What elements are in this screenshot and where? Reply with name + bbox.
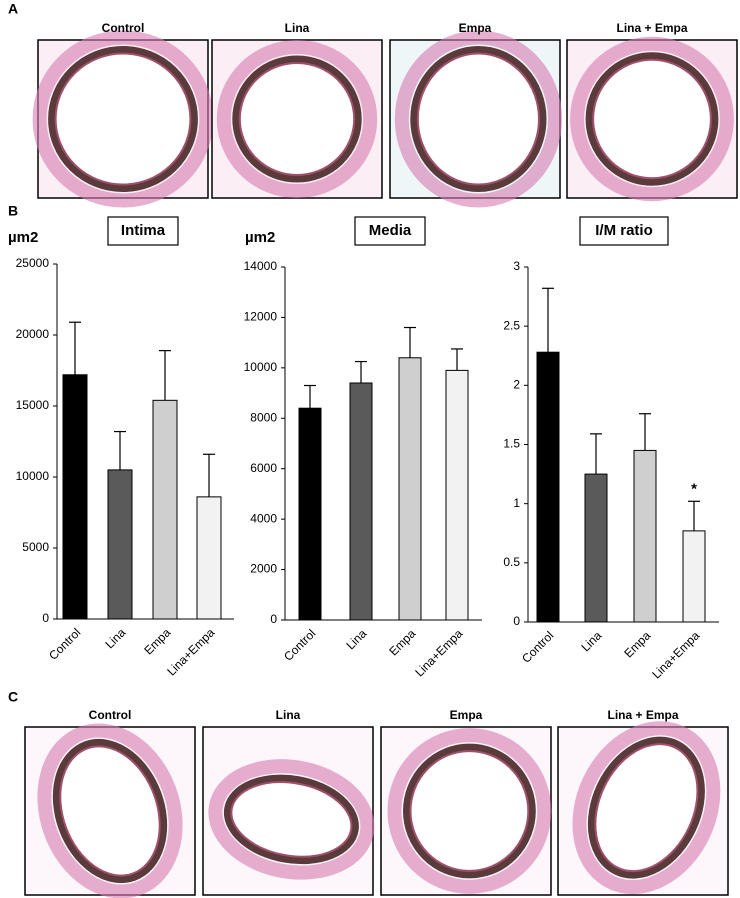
x-tick-label: Lina	[102, 625, 128, 651]
vessel-adventitia	[37, 723, 183, 898]
chart-title: Intima	[121, 222, 166, 239]
image-label: Empa	[459, 21, 492, 35]
y-tick-label: 2.5	[503, 318, 520, 332]
vessel-lamina	[54, 52, 192, 186]
vessel-wall	[48, 45, 198, 193]
bar	[633, 449, 657, 623]
vessel-wall	[232, 55, 362, 183]
y-tick-label: 25000	[16, 256, 50, 270]
image-label: Lina	[285, 21, 310, 35]
x-tick-label: Empa	[386, 626, 418, 658]
chart-title-box	[107, 216, 179, 246]
y-tick-label: 8000	[250, 410, 277, 424]
chart-title: Media	[369, 222, 412, 239]
image-label: Lina	[276, 708, 301, 722]
y-tick-label: 10000	[244, 360, 278, 374]
x-tick-label: Empa	[621, 628, 653, 660]
image-label: Lina + Empa	[607, 708, 678, 722]
bar	[62, 374, 88, 620]
y-unit: µm2	[245, 229, 275, 246]
y-tick-label: 1.5	[503, 437, 520, 451]
y-tick-label: 15000	[16, 398, 50, 412]
vessel-lamina	[230, 781, 353, 858]
vessel-lamina	[409, 750, 530, 872]
y-tick-label: 20000	[16, 327, 50, 341]
panel-letter: A	[8, 1, 18, 17]
y-tick-label: 3	[513, 259, 520, 273]
vessel-adventitia	[394, 30, 562, 208]
chart-title-box	[354, 216, 426, 246]
x-tick-label: Lina	[343, 626, 369, 652]
x-tick-label: Lina+Empa	[412, 626, 465, 679]
vessel-lamina	[594, 743, 699, 873]
y-tick-label: 0.5	[503, 555, 520, 569]
vessel-lamina	[592, 58, 712, 180]
x-tick-label: Lina+Empa	[649, 628, 702, 681]
vessel-lamina	[416, 52, 540, 186]
chart-title: I/M ratio	[595, 222, 653, 239]
bar	[536, 351, 560, 623]
vessel-adventitia	[572, 721, 721, 895]
y-tick-label: 0	[270, 612, 277, 626]
image-label: Control	[102, 21, 145, 35]
image-label: Empa	[450, 708, 483, 722]
y-tick-label: 0	[42, 611, 49, 625]
vessel-lamina	[238, 61, 356, 177]
y-tick-label: 6000	[250, 461, 277, 475]
bar	[445, 369, 469, 621]
y-tick-label: 2000	[250, 562, 277, 576]
y-tick-label: 2	[513, 378, 520, 392]
vessel-wall	[585, 52, 719, 186]
bar	[398, 357, 422, 621]
vessel-wall	[223, 774, 359, 865]
x-tick-label: Control	[281, 626, 318, 663]
bar	[196, 496, 222, 620]
x-tick-label: Lina+Empa	[164, 625, 217, 678]
panel-letter: B	[8, 203, 18, 219]
y-tick-label: 10000	[16, 469, 50, 483]
vessel-adventitia	[387, 728, 552, 894]
vessel-wall	[403, 743, 536, 879]
x-tick-label: Control	[519, 628, 556, 665]
bar	[349, 382, 373, 621]
y-tick-label: 12000	[244, 310, 278, 324]
chart-title-box	[579, 216, 669, 246]
bar	[152, 399, 178, 620]
image-label: Lina + Empa	[616, 21, 687, 35]
bar	[584, 473, 608, 623]
vessel-adventitia	[208, 759, 375, 880]
vessel-wall	[410, 45, 547, 193]
x-tick-label: Control	[46, 625, 83, 662]
vessel-wall	[587, 736, 705, 879]
y-unit: µm2	[8, 229, 38, 246]
bar	[298, 407, 322, 621]
panel-letter: C	[8, 689, 18, 705]
significance-mark: *	[691, 480, 697, 497]
vessel-adventitia	[32, 30, 214, 208]
y-tick-label: 1	[513, 496, 520, 510]
y-tick-label: 4000	[250, 511, 277, 525]
y-tick-label: 5000	[22, 540, 49, 554]
bar	[682, 530, 706, 623]
y-tick-label: 14000	[244, 259, 278, 273]
bar	[107, 469, 133, 620]
image-label: Control	[89, 708, 132, 722]
vessel-adventitia	[216, 39, 378, 199]
x-tick-label: Empa	[141, 625, 173, 657]
vessel-lamina	[59, 745, 161, 877]
vessel-wall	[52, 738, 168, 884]
vessel-adventitia	[570, 36, 734, 202]
y-tick-label: 0	[513, 614, 520, 628]
x-tick-label: Lina	[578, 628, 604, 654]
